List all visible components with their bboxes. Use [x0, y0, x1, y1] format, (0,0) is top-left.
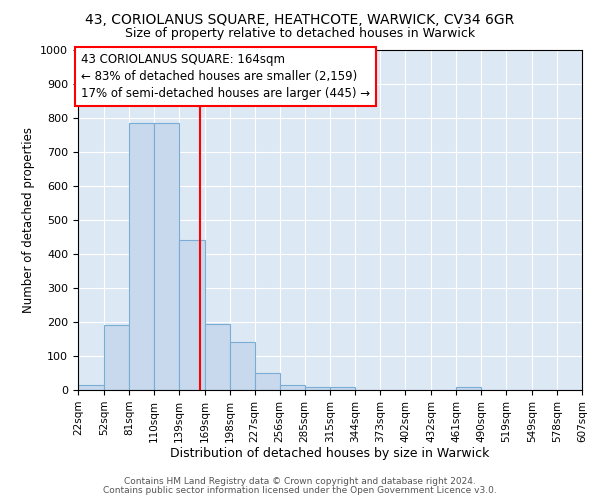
- Bar: [205, 324, 230, 390]
- Bar: [104, 326, 129, 390]
- Text: Contains public sector information licensed under the Open Government Licence v3: Contains public sector information licen…: [103, 486, 497, 495]
- Bar: [305, 386, 331, 390]
- Bar: [254, 373, 280, 390]
- Y-axis label: Number of detached properties: Number of detached properties: [22, 127, 35, 313]
- Bar: [280, 385, 305, 390]
- Bar: [179, 240, 205, 390]
- X-axis label: Distribution of detached houses by size in Warwick: Distribution of detached houses by size …: [170, 448, 490, 460]
- Text: Size of property relative to detached houses in Warwick: Size of property relative to detached ho…: [125, 28, 475, 40]
- Bar: [129, 123, 154, 390]
- Bar: [331, 386, 355, 390]
- Bar: [230, 342, 254, 390]
- Bar: [78, 385, 104, 390]
- Text: 43 CORIOLANUS SQUARE: 164sqm
← 83% of detached houses are smaller (2,159)
17% of: 43 CORIOLANUS SQUARE: 164sqm ← 83% of de…: [80, 54, 370, 100]
- Bar: [154, 123, 179, 390]
- Text: 43, CORIOLANUS SQUARE, HEATHCOTE, WARWICK, CV34 6GR: 43, CORIOLANUS SQUARE, HEATHCOTE, WARWIC…: [85, 12, 515, 26]
- Text: Contains HM Land Registry data © Crown copyright and database right 2024.: Contains HM Land Registry data © Crown c…: [124, 477, 476, 486]
- Bar: [456, 386, 481, 390]
